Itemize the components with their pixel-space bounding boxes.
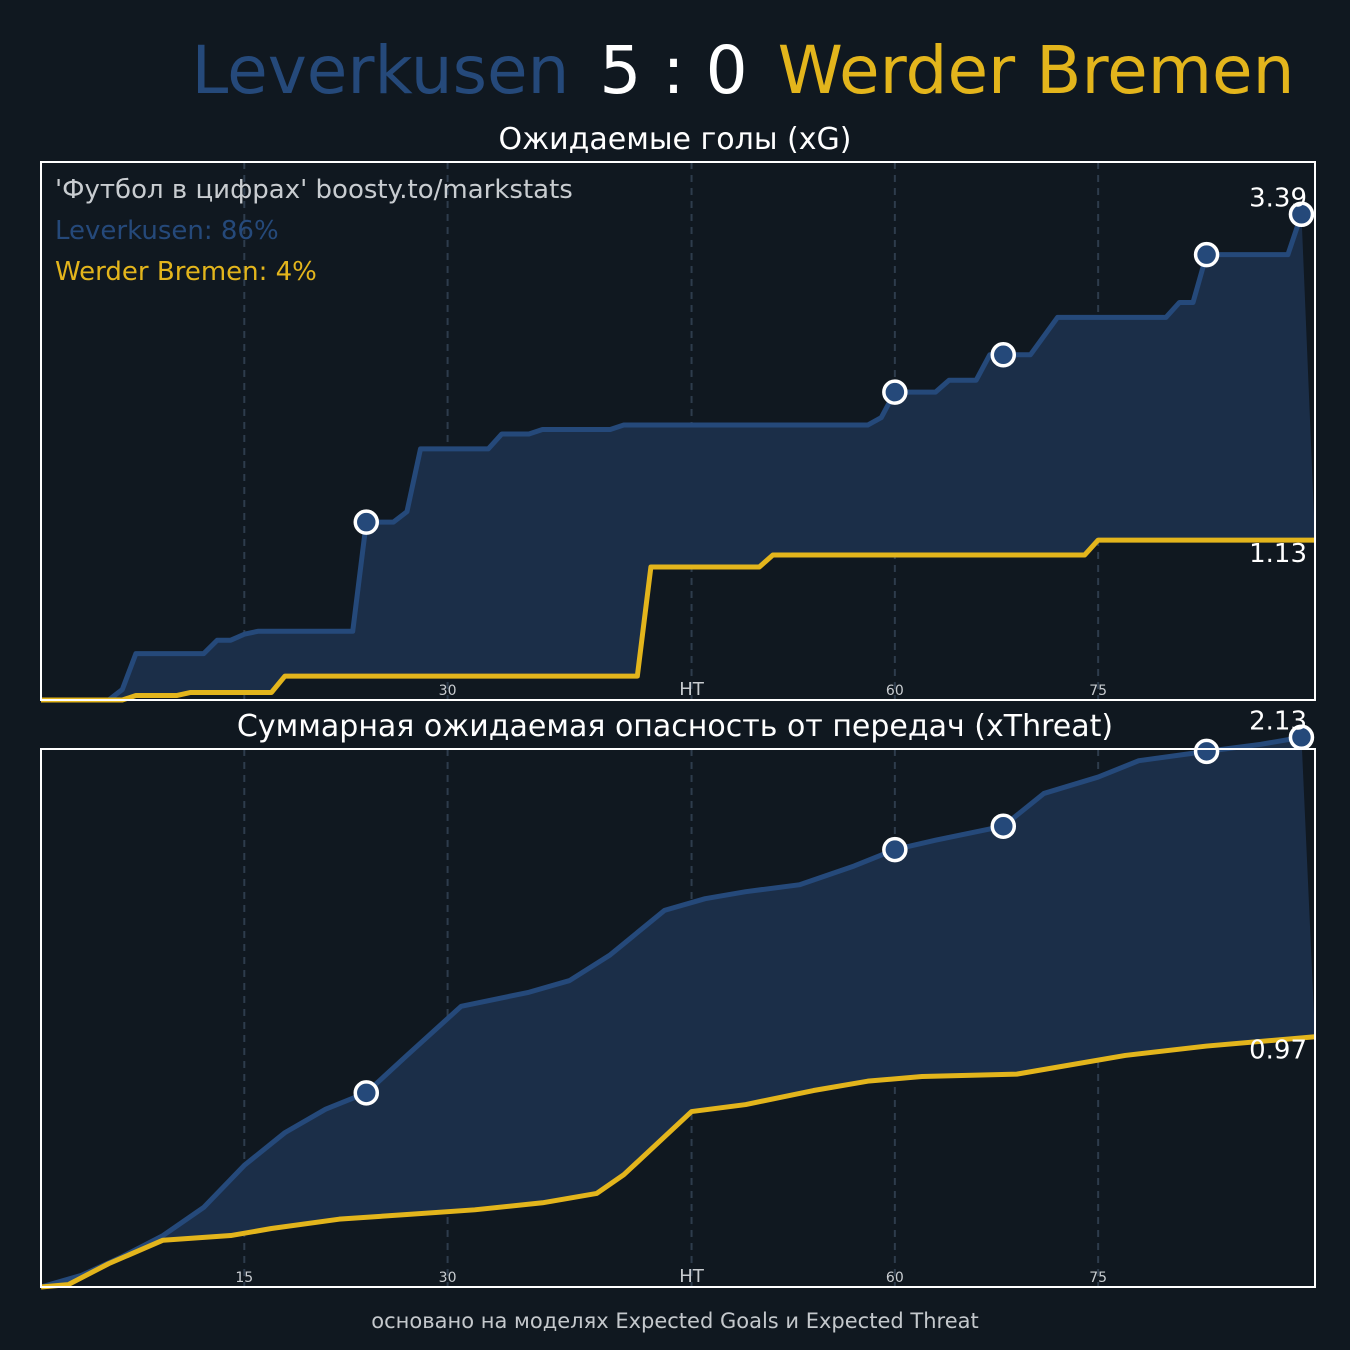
x-tick-label: 60: [886, 1270, 904, 1286]
x-tick-label: 60: [886, 683, 904, 699]
goal-marker: [1193, 241, 1220, 268]
xthreat-chart-title: Суммарная ожидаемая опасность от передач…: [236, 709, 1114, 744]
series-line-away: [41, 537, 1315, 703]
goal-marker: [882, 379, 908, 405]
match-header: Leverkusen 5 : 0 Werder Bremen: [68, 30, 1350, 112]
x-tick-label: 30: [439, 1270, 457, 1286]
goal-marker: [882, 836, 908, 863]
goal-marker: [1193, 738, 1220, 765]
goal-marker: [353, 509, 380, 535]
x-tick-label: 75: [1089, 1270, 1107, 1286]
x-tick-label: 30: [439, 683, 457, 699]
legend-credit: 'Футбол в цифрах' boosty.to/markstats: [55, 175, 573, 205]
xg-chart-title: Ожидаемые голы (xG): [498, 122, 852, 157]
away-team-name: Werder Bremen: [777, 32, 1295, 109]
xg-chart: 1530HT60753.391.13'Футбол в цифрах' boos…: [40, 161, 1316, 703]
away-total-label: 1.13: [1249, 539, 1307, 569]
x-tick-label: HT: [679, 1266, 705, 1287]
series-line-away: [40, 1034, 1316, 1290]
series-line-home: [41, 213, 1304, 703]
chart-frame: [40, 748, 1316, 1288]
chart-frame: [40, 161, 1316, 701]
footer-note: основано на моделях Expected Goals и Exp…: [371, 1309, 979, 1333]
home-team-name: Leverkusen: [191, 32, 570, 109]
match-score: 5 : 0: [599, 32, 748, 109]
goal-marker: [990, 342, 1017, 368]
series-line-home: [40, 734, 1302, 1290]
legend-away-probability: Werder Bremen: 4%: [55, 257, 317, 287]
home-total-label: 2.13: [1249, 706, 1307, 736]
x-tick-label: 15: [235, 1270, 253, 1286]
xg-difference-area: [41, 737, 1315, 1287]
away-total-label: 0.97: [1249, 1036, 1307, 1066]
goal-marker: [990, 813, 1017, 839]
xthreat-chart: 15 30 HT 60 75 2.13 0.97: [40, 706, 1316, 1290]
x-tick-label: 75: [1089, 683, 1107, 699]
legend-home-probability: Leverkusen: 86%: [55, 216, 279, 246]
goal-marker: [353, 1080, 380, 1106]
home-total-label: 3.39: [1249, 183, 1307, 213]
x-tick-label: HT: [679, 679, 705, 700]
goal-marker: [1288, 201, 1315, 228]
